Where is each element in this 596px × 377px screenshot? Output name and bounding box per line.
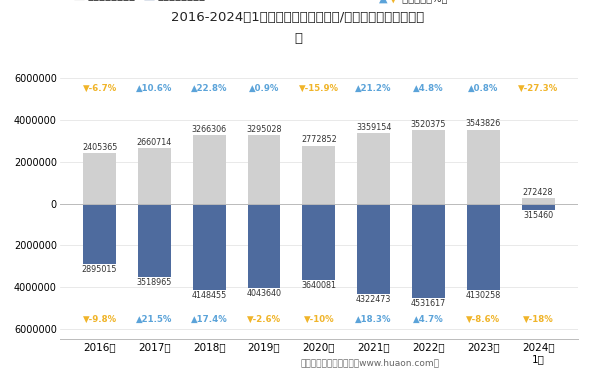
Bar <box>467 130 499 204</box>
Text: 4531617: 4531617 <box>411 299 446 308</box>
Text: 制图：华经产业研究院（www.huaon.com）: 制图：华经产业研究院（www.huaon.com） <box>300 359 439 368</box>
Text: ▼-6.7%: ▼-6.7% <box>82 84 117 92</box>
Bar <box>193 135 226 204</box>
Bar <box>302 146 336 204</box>
Text: ▲21.2%: ▲21.2% <box>355 84 392 92</box>
Bar <box>357 133 390 204</box>
Bar <box>412 204 445 298</box>
Text: 3518965: 3518965 <box>136 278 172 287</box>
Text: ▲10.6%: ▲10.6% <box>136 84 173 92</box>
Text: ▲4.7%: ▲4.7% <box>413 315 444 323</box>
Bar <box>357 204 390 294</box>
Text: 4148455: 4148455 <box>191 291 227 300</box>
Text: ▼-8.6%: ▼-8.6% <box>466 315 501 323</box>
Bar <box>193 204 226 290</box>
Text: 3543826: 3543826 <box>465 120 501 128</box>
Text: ▼-15.9%: ▼-15.9% <box>299 84 339 92</box>
Text: 3640081: 3640081 <box>302 281 336 290</box>
Bar <box>522 198 554 204</box>
Text: 计: 计 <box>294 32 302 45</box>
Text: ▲22.8%: ▲22.8% <box>191 84 228 92</box>
Bar <box>83 204 116 264</box>
Bar <box>467 204 499 290</box>
Bar <box>83 153 116 204</box>
Text: ▲18.3%: ▲18.3% <box>355 315 392 323</box>
Bar <box>138 148 171 204</box>
Text: ▼-2.6%: ▼-2.6% <box>247 315 281 323</box>
Text: 2895015: 2895015 <box>82 265 117 274</box>
Text: 315460: 315460 <box>523 211 553 221</box>
Text: 3359154: 3359154 <box>356 123 392 132</box>
Text: 2660714: 2660714 <box>137 138 172 147</box>
Bar <box>522 204 554 210</box>
Legend: 出口额（万美元）, 进口额（万美元）: 出口额（万美元）, 进口额（万美元） <box>70 0 210 4</box>
Text: ▲: ▲ <box>380 0 388 4</box>
Bar <box>138 204 171 277</box>
Text: 2405365: 2405365 <box>82 143 117 152</box>
Bar <box>412 130 445 204</box>
Text: ▲17.4%: ▲17.4% <box>191 315 228 323</box>
Text: 4043640: 4043640 <box>247 289 281 298</box>
Text: ▼-10%: ▼-10% <box>303 315 334 323</box>
Text: ▼: ▼ <box>389 0 398 4</box>
Text: ▼-9.8%: ▼-9.8% <box>83 315 117 323</box>
Bar <box>247 135 281 204</box>
Text: 3266306: 3266306 <box>192 125 227 134</box>
Text: ▲4.8%: ▲4.8% <box>413 84 444 92</box>
Text: 2772852: 2772852 <box>301 135 337 144</box>
Text: 3520375: 3520375 <box>411 120 446 129</box>
Bar <box>302 204 336 280</box>
Text: ▼-18%: ▼-18% <box>523 315 554 323</box>
Text: ▲0.9%: ▲0.9% <box>249 84 280 92</box>
Text: 3295028: 3295028 <box>246 124 282 133</box>
Text: ▲0.8%: ▲0.8% <box>468 84 498 92</box>
Text: ▲21.5%: ▲21.5% <box>136 315 173 323</box>
Text: 同比增长（%）: 同比增长（%） <box>399 0 448 4</box>
Text: 2016-2024年1月大连市（境内目的地/货源地）进、出口额统: 2016-2024年1月大连市（境内目的地/货源地）进、出口额统 <box>172 11 424 24</box>
Bar <box>247 204 281 288</box>
Text: ▼-27.3%: ▼-27.3% <box>518 84 558 92</box>
Text: 272428: 272428 <box>523 188 553 197</box>
Text: 4130258: 4130258 <box>465 291 501 300</box>
Text: 4322473: 4322473 <box>356 295 392 304</box>
